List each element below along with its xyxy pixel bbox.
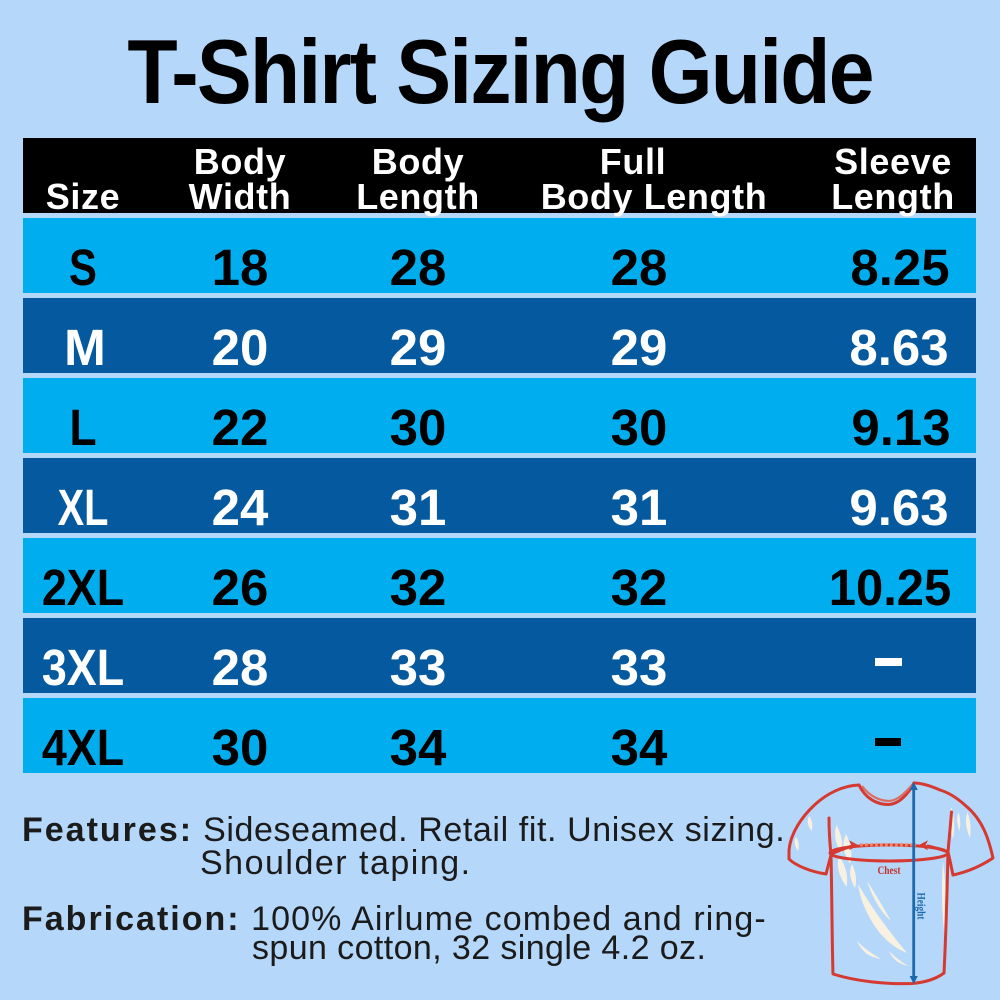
svg-text:Chest: Chest [878,865,901,877]
svg-text:Height: Height [915,893,927,920]
